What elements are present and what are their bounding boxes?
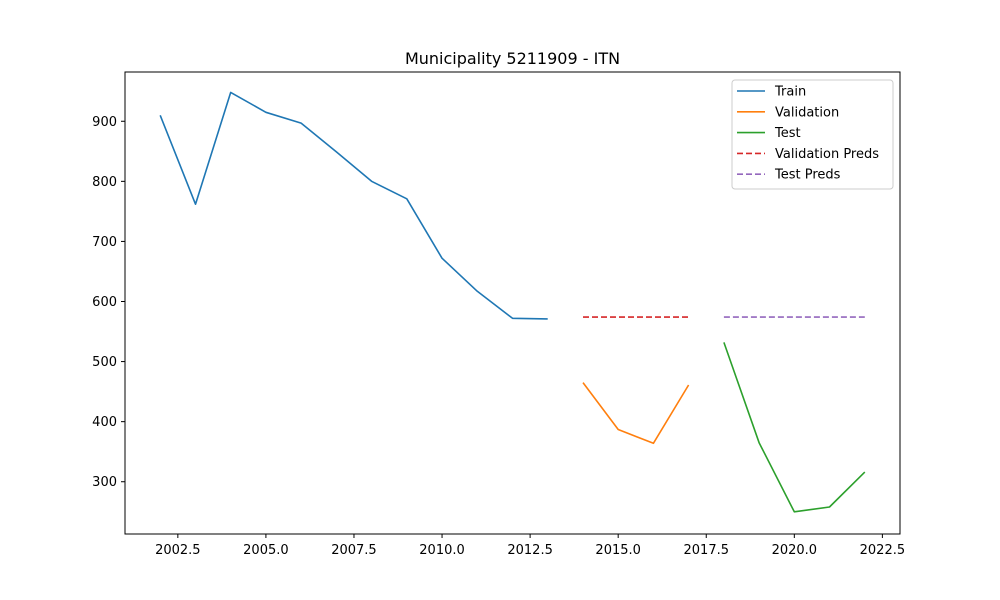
legend-label: Validation Preds: [775, 147, 879, 162]
series-line-test: [723, 342, 866, 513]
axes-frame: [124, 71, 901, 535]
y-tick-label: 500: [92, 355, 117, 370]
x-tick-label: 2002.5: [155, 543, 201, 558]
chart-title: Municipality 5211909 - ITN: [405, 49, 620, 68]
x-tick-label: 2022.5: [860, 543, 906, 558]
x-tick-label: 2010.0: [419, 543, 465, 558]
legend-label: Test: [774, 126, 801, 141]
x-tick-label: 2017.5: [684, 543, 730, 558]
x-axis: 2002.5 2005.0 2007.5 2010.0 2012.5 2015.0 2017…: [155, 534, 905, 558]
x-tick-label: 2015.0: [595, 543, 641, 558]
legend: Train Validation Test Validation Preds Test …: [731, 79, 894, 190]
y-tick-label: 400: [92, 415, 117, 430]
x-tick-label: 2020.0: [772, 543, 818, 558]
y-axis: 300 400 500 600 700 800 900: [92, 115, 125, 490]
x-tick-label: 2007.5: [331, 543, 377, 558]
y-tick-label: 600: [92, 295, 117, 310]
y-tick-label: 300: [92, 475, 117, 490]
y-tick-label: 800: [92, 175, 117, 190]
legend-label: Validation: [775, 105, 839, 120]
plot-area: [159, 91, 866, 513]
y-tick-label: 900: [92, 115, 117, 130]
legend-label: Test Preds: [774, 168, 841, 183]
y-tick-label: 700: [92, 235, 117, 250]
series-line-validation: [582, 382, 690, 445]
series-line-train: [159, 91, 548, 320]
x-tick-label: 2012.5: [507, 543, 553, 558]
legend-box: [731, 79, 894, 190]
x-tick-label: 2005.0: [243, 543, 289, 558]
legend-label: Train: [774, 85, 806, 100]
